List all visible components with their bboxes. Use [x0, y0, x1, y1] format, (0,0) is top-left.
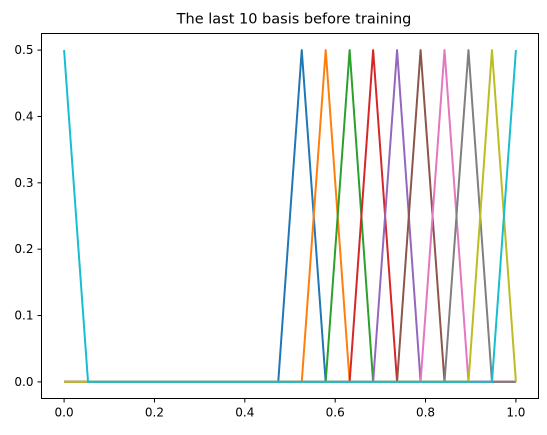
series-layer	[63, 49, 517, 383]
y-tick-label: 0.2	[14, 242, 33, 256]
y-tick-label: 0.3	[14, 176, 33, 190]
basis-line-10	[63, 50, 517, 383]
x-tick-label: 0.8	[416, 406, 435, 420]
x-tick-label: 0.0	[55, 406, 74, 420]
x-tick-label: 0.2	[145, 406, 164, 420]
x-axis: 0.0 0.2 0.4 0.6 0.8 1.0	[55, 398, 525, 420]
y-tick-label: 0.4	[14, 109, 33, 123]
x-tick-label: 0.6	[326, 406, 345, 420]
y-axis: 0.0 0.1 0.2 0.3 0.4 0.5	[14, 43, 42, 389]
axes-frame	[41, 33, 539, 399]
x-tick-label: 1.0	[506, 406, 525, 420]
chart-title: The last 10 basis before training	[176, 12, 412, 28]
x-tick-label: 0.4	[235, 406, 254, 420]
y-tick-label: 0.1	[14, 309, 33, 323]
y-tick-label: 0.5	[14, 43, 33, 57]
y-tick-label: 0.0	[14, 375, 33, 389]
